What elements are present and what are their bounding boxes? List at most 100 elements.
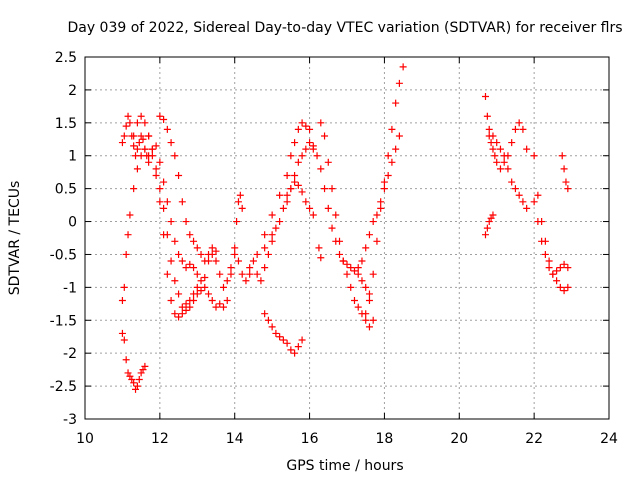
- data-point: [190, 297, 198, 305]
- data-point: [234, 257, 242, 265]
- y-tick-label: 1: [68, 149, 77, 165]
- series-arc-m-dip: [313, 152, 373, 298]
- data-point: [186, 231, 194, 239]
- data-point: [560, 287, 568, 295]
- data-point: [261, 231, 269, 239]
- data-point: [246, 264, 254, 272]
- data-point: [208, 244, 216, 252]
- data-point: [519, 198, 527, 206]
- data-point: [122, 356, 130, 364]
- data-point: [135, 376, 143, 384]
- data-point: [120, 336, 128, 344]
- data-point: [324, 158, 332, 166]
- data-point: [321, 185, 329, 193]
- data-point: [133, 119, 141, 127]
- data-points: [118, 63, 572, 393]
- data-point: [483, 224, 491, 232]
- data-point: [302, 122, 310, 130]
- data-point: [306, 125, 314, 133]
- data-point: [302, 145, 310, 153]
- data-point: [489, 211, 497, 219]
- data-point: [485, 125, 493, 133]
- data-point: [332, 211, 340, 219]
- data-point: [545, 257, 553, 265]
- data-point: [294, 343, 302, 351]
- data-point: [231, 244, 239, 252]
- data-point: [347, 264, 355, 272]
- data-point: [496, 165, 504, 173]
- data-point: [500, 152, 508, 160]
- data-point: [141, 145, 149, 153]
- data-point: [380, 185, 388, 193]
- data-point: [373, 237, 381, 245]
- data-point: [238, 270, 246, 278]
- data-point: [350, 267, 358, 275]
- data-point: [130, 132, 138, 140]
- data-point: [287, 346, 295, 354]
- data-point: [276, 333, 284, 341]
- data-point: [347, 283, 355, 291]
- series-arc-u: [530, 198, 572, 278]
- data-point: [163, 198, 171, 206]
- series-arc-c: [130, 112, 224, 321]
- data-point: [171, 310, 179, 318]
- x-axis-label: GPS time / hours: [286, 458, 403, 474]
- data-point: [294, 181, 302, 189]
- x-tick-label: 22: [525, 431, 543, 447]
- grid-lines: [85, 57, 609, 419]
- data-point: [197, 287, 205, 295]
- data-point: [272, 224, 280, 232]
- data-point: [208, 250, 216, 258]
- data-point: [553, 277, 561, 285]
- data-point: [508, 139, 516, 147]
- data-point: [193, 244, 201, 252]
- y-tick-label: 0: [68, 215, 77, 231]
- data-point: [148, 145, 156, 153]
- data-point: [178, 310, 186, 318]
- data-point: [362, 310, 370, 318]
- data-point: [186, 260, 194, 268]
- data-point: [231, 250, 239, 258]
- data-point: [171, 277, 179, 285]
- data-point: [343, 260, 351, 268]
- data-point: [216, 270, 224, 278]
- data-point: [523, 145, 531, 153]
- data-point: [126, 119, 134, 127]
- data-point: [395, 79, 403, 87]
- data-point: [515, 119, 523, 127]
- data-point: [369, 270, 377, 278]
- data-point: [156, 112, 164, 120]
- x-tick-labels: 10 12 14 16 18 20 22 24: [76, 431, 618, 447]
- data-point: [212, 247, 220, 255]
- data-point: [160, 116, 168, 124]
- data-point: [276, 191, 284, 199]
- data-point: [556, 283, 564, 291]
- data-point: [145, 132, 153, 140]
- data-point: [283, 171, 291, 179]
- data-point: [193, 290, 201, 298]
- data-point: [219, 283, 227, 291]
- data-point: [216, 300, 224, 308]
- data-point: [336, 250, 344, 258]
- data-point: [182, 264, 190, 272]
- data-point: [392, 145, 400, 153]
- data-point: [238, 204, 246, 212]
- data-point: [160, 204, 168, 212]
- plot-frame: [84, 56, 610, 420]
- data-point: [500, 158, 508, 166]
- data-point: [133, 382, 141, 390]
- data-point: [212, 257, 220, 265]
- series-arc-g: [219, 191, 246, 311]
- y-tick-label: -2.5: [50, 379, 77, 395]
- data-point: [309, 211, 317, 219]
- y-axis-label: SDTVAR / TECUs: [7, 181, 23, 296]
- data-point: [201, 283, 209, 291]
- data-point: [122, 122, 130, 130]
- data-point: [377, 204, 385, 212]
- data-point: [268, 231, 276, 239]
- data-point: [130, 185, 138, 193]
- series-arc-h-bottom: [261, 310, 306, 357]
- data-point: [309, 142, 317, 150]
- series-arc-a-down: [145, 142, 209, 285]
- data-point: [261, 310, 269, 318]
